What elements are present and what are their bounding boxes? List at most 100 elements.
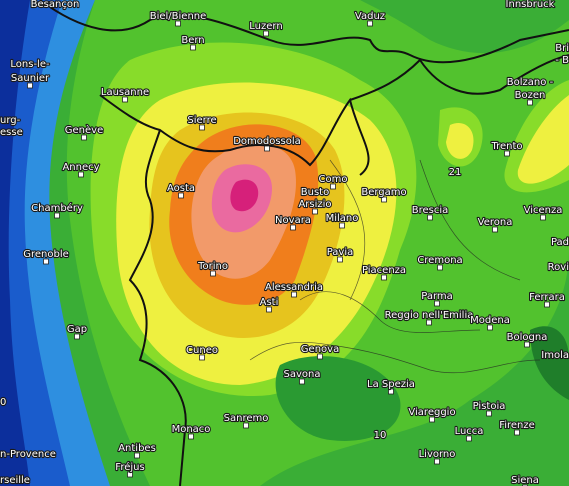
city-label: Sierre xyxy=(187,115,216,126)
city-marker xyxy=(81,134,87,141)
city-label: Monaco xyxy=(172,424,211,435)
city-marker xyxy=(514,429,520,436)
city-marker xyxy=(367,20,373,27)
city-label: Verona xyxy=(478,217,513,228)
city-label: Lons-le- xyxy=(10,59,50,70)
city-label: La Spezia xyxy=(367,379,415,390)
city-label: Piacenza xyxy=(362,265,406,276)
city-label: Torino xyxy=(197,261,228,272)
city-label: Grenoble xyxy=(23,249,69,260)
city-label: Alessandria xyxy=(265,282,323,293)
city-label: - B xyxy=(555,55,569,66)
city-marker xyxy=(263,30,269,37)
city-marker xyxy=(524,341,530,348)
city-marker xyxy=(188,433,194,440)
city-label: Como xyxy=(319,174,348,185)
city-marker xyxy=(339,222,345,229)
city-label: Sanremo xyxy=(224,413,269,424)
city-label: Livorno xyxy=(419,449,456,460)
city-label: Parma xyxy=(421,291,453,302)
city-marker xyxy=(312,208,318,215)
city-label: Chambéry xyxy=(31,202,83,214)
city-marker xyxy=(266,306,272,313)
city-label: Gap xyxy=(67,324,87,335)
city-label: Besançon xyxy=(31,0,80,10)
city-label: Rovi xyxy=(548,262,569,273)
city-label: esse xyxy=(0,127,23,138)
city-marker xyxy=(264,145,270,152)
city-marker xyxy=(434,458,440,465)
city-label: Trento xyxy=(490,141,522,152)
city-label: Firenze xyxy=(499,420,535,431)
magenta-field xyxy=(230,179,259,212)
border-swiss-north xyxy=(39,0,569,64)
city-marker xyxy=(178,192,184,199)
city-label: Fréjus xyxy=(115,461,144,473)
city-label: Biel/Bienne xyxy=(150,11,207,22)
city-label: Aosta xyxy=(167,183,195,194)
city-label: Cremona xyxy=(417,255,462,266)
city-label: Bozen xyxy=(515,90,546,101)
city-marker xyxy=(330,183,336,190)
city-marker xyxy=(381,196,387,203)
city-label: Arsizio xyxy=(298,199,331,210)
city-label: Bologna xyxy=(507,332,548,343)
city-label: Innsbruck xyxy=(506,0,555,10)
blue-field-deep xyxy=(0,0,30,486)
city-marker xyxy=(43,258,49,265)
city-label: Bern xyxy=(181,35,204,46)
city-marker xyxy=(78,171,84,178)
city-marker xyxy=(437,264,443,271)
city-marker xyxy=(175,20,181,27)
city-label: Bergamo xyxy=(361,187,406,198)
city-label: Ferrara xyxy=(529,292,565,303)
blue-field-dark xyxy=(0,0,70,486)
city-label: 21 xyxy=(449,167,462,178)
city-marker xyxy=(134,452,140,459)
city-label: Genève xyxy=(65,124,103,136)
regions xyxy=(249,159,541,374)
city-marker xyxy=(527,99,533,106)
city-marker xyxy=(540,214,546,221)
city-marker xyxy=(199,354,205,361)
city-marker xyxy=(381,274,387,281)
city-label: Viareggio xyxy=(408,407,455,418)
city-label: Savona xyxy=(284,369,321,380)
yellow-field-east xyxy=(446,95,569,184)
city-marker xyxy=(429,416,435,423)
city-marker xyxy=(54,212,60,219)
city-label: n-Provence xyxy=(0,449,56,460)
city-label: Bolzano - xyxy=(507,77,554,88)
city-label: Annecy xyxy=(62,162,99,173)
city-label: 0 xyxy=(0,397,6,408)
city-marker xyxy=(487,324,493,331)
city-label: 10 xyxy=(374,430,387,441)
region-line xyxy=(299,291,481,333)
city-marker xyxy=(210,270,216,277)
city-label: Busto xyxy=(301,187,329,198)
city-marker xyxy=(199,124,205,131)
city-marker xyxy=(388,388,394,395)
city-label: Pad xyxy=(551,237,569,248)
city-marker xyxy=(434,300,440,307)
city-marker xyxy=(466,435,472,442)
city-label: rseille xyxy=(0,475,30,486)
city-marker xyxy=(544,301,550,308)
borders xyxy=(39,0,569,486)
city-label: Novara xyxy=(275,215,311,226)
city-marker xyxy=(492,226,498,233)
city-label: Domodossola xyxy=(233,136,301,147)
city-marker xyxy=(317,353,323,360)
city-label: Imola xyxy=(541,350,569,361)
border-france-italy xyxy=(128,129,187,486)
city-marker xyxy=(74,333,80,340)
city-marker xyxy=(486,410,492,417)
city-marker xyxy=(504,150,510,157)
city-label: Luzern xyxy=(249,21,282,32)
city-label: Brescia xyxy=(412,205,449,216)
city-label: Antibes xyxy=(118,443,156,454)
city-label: urg- xyxy=(0,115,21,126)
